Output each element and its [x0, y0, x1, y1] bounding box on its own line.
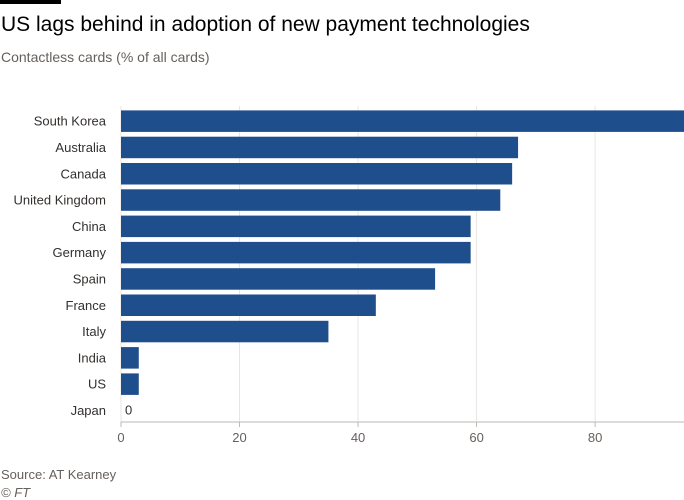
- bar: [121, 373, 139, 395]
- x-tick-label: 20: [232, 430, 246, 445]
- category-label: Spain: [73, 271, 106, 286]
- source-note: Source: AT Kearney: [1, 467, 117, 482]
- x-tick-label: 40: [351, 430, 365, 445]
- x-tick-label: 80: [588, 430, 602, 445]
- category-label: Germany: [53, 245, 107, 260]
- chart-title: US lags behind in adoption of new paymen…: [1, 13, 530, 36]
- category-label: Canada: [60, 166, 106, 181]
- category-label: Japan: [71, 403, 106, 418]
- bar: [121, 294, 376, 316]
- bar: [121, 215, 471, 238]
- brand-bar: [0, 0, 61, 4]
- bar: [121, 110, 684, 132]
- category-label: United Kingdom: [14, 193, 107, 208]
- x-tick-label: 0: [117, 430, 124, 445]
- category-label: US: [88, 377, 106, 392]
- category-label: India: [78, 350, 107, 365]
- category-label: Italy: [82, 324, 106, 339]
- bar: [121, 347, 139, 369]
- category-label: China: [72, 219, 107, 234]
- x-tick-label: 60: [469, 430, 483, 445]
- ft-credit: © FT: [1, 485, 31, 500]
- data-label: 0: [125, 402, 132, 417]
- category-label: Australia: [55, 140, 106, 155]
- bar: [121, 241, 471, 264]
- category-label: France: [66, 298, 106, 313]
- bar: [121, 189, 501, 211]
- category-label: South Korea: [34, 114, 107, 129]
- bar: [121, 136, 519, 159]
- chart-subtitle: Contactless cards (% of all cards): [1, 49, 210, 65]
- bar: [121, 163, 513, 185]
- bar: [121, 320, 329, 343]
- bar: [121, 268, 436, 290]
